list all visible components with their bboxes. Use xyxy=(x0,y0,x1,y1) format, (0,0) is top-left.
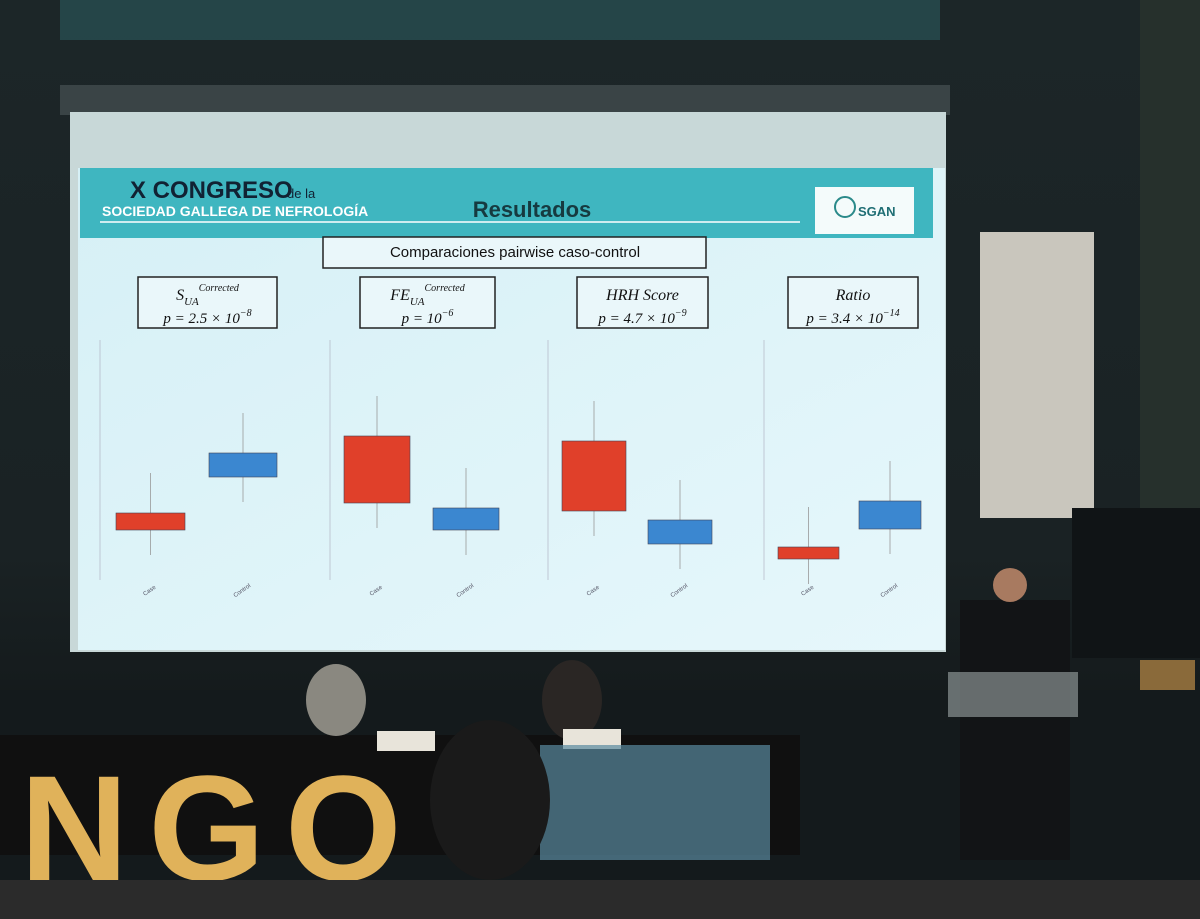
header-title-suffix: de la xyxy=(287,186,316,201)
panelist-2 xyxy=(542,660,602,740)
p-text: p = 4.7 × 10 xyxy=(597,311,675,327)
p-text: p = 2.5 × 10 xyxy=(162,311,240,327)
panel-label: FEUACorrected xyxy=(389,283,465,308)
box xyxy=(647,519,713,545)
p-exp: −6 xyxy=(442,308,454,319)
label-sup: Corrected xyxy=(199,283,240,294)
box xyxy=(115,512,186,531)
label-sub: UA xyxy=(184,296,199,308)
label-base: FE xyxy=(389,287,410,304)
slide-header xyxy=(80,168,933,238)
nameplate-1 xyxy=(377,731,435,751)
logo-text: SGAN xyxy=(858,204,896,219)
box xyxy=(858,500,922,530)
p-value: p = 10−6 xyxy=(401,308,454,327)
ceiling-light xyxy=(60,0,940,40)
nameplate-2 xyxy=(563,729,621,749)
panel-label-box xyxy=(359,276,496,329)
monitor xyxy=(1072,508,1200,658)
p-text: p = 3.4 × 10 xyxy=(805,311,883,327)
box xyxy=(561,440,627,512)
header-subtitle: SOCIEDAD GALLEGA DE NEFROLOGÍA xyxy=(102,203,368,219)
panel-label: SUACorrected xyxy=(176,283,240,308)
speaker xyxy=(960,600,1070,860)
box xyxy=(208,452,278,478)
panel-label-box xyxy=(787,276,919,329)
label-base: S xyxy=(176,287,184,304)
screen-housing xyxy=(60,85,950,115)
audience-head xyxy=(430,720,550,880)
label-sub: UA xyxy=(410,296,425,308)
panel-label-box xyxy=(576,276,709,329)
label-sup: Corrected xyxy=(425,283,466,294)
panel-label: Ratio xyxy=(835,287,871,304)
table-banner xyxy=(540,745,770,860)
p-value: p = 2.5 × 10−8 xyxy=(162,308,251,327)
label-base: HRH Score xyxy=(605,287,679,304)
p-exp: −9 xyxy=(675,308,687,319)
panel-label: HRH Score xyxy=(605,287,679,304)
logo-mark xyxy=(834,196,856,218)
wall-side xyxy=(1140,0,1200,520)
seats xyxy=(0,880,1200,919)
lectern xyxy=(948,672,1078,717)
box xyxy=(432,507,500,531)
panelist-1 xyxy=(306,664,366,736)
header-title: X CONGRESO xyxy=(130,177,293,204)
p-value: p = 4.7 × 10−9 xyxy=(597,308,686,327)
slide-heading: Resultados xyxy=(473,197,592,222)
speaker-head xyxy=(993,568,1027,602)
p-exp: −14 xyxy=(883,308,900,319)
banner: Comparaciones pairwise caso-control xyxy=(390,244,640,261)
p-value: p = 3.4 × 10−14 xyxy=(805,308,899,327)
logo-box xyxy=(815,187,914,234)
p-text: p = 10 xyxy=(401,311,443,327)
p-exp: −8 xyxy=(240,308,252,319)
box xyxy=(777,546,840,560)
label-base: Ratio xyxy=(835,287,871,304)
panel-label-box xyxy=(137,276,278,329)
box xyxy=(343,435,411,504)
banner-box xyxy=(322,236,707,269)
wall-panel xyxy=(980,232,1094,518)
